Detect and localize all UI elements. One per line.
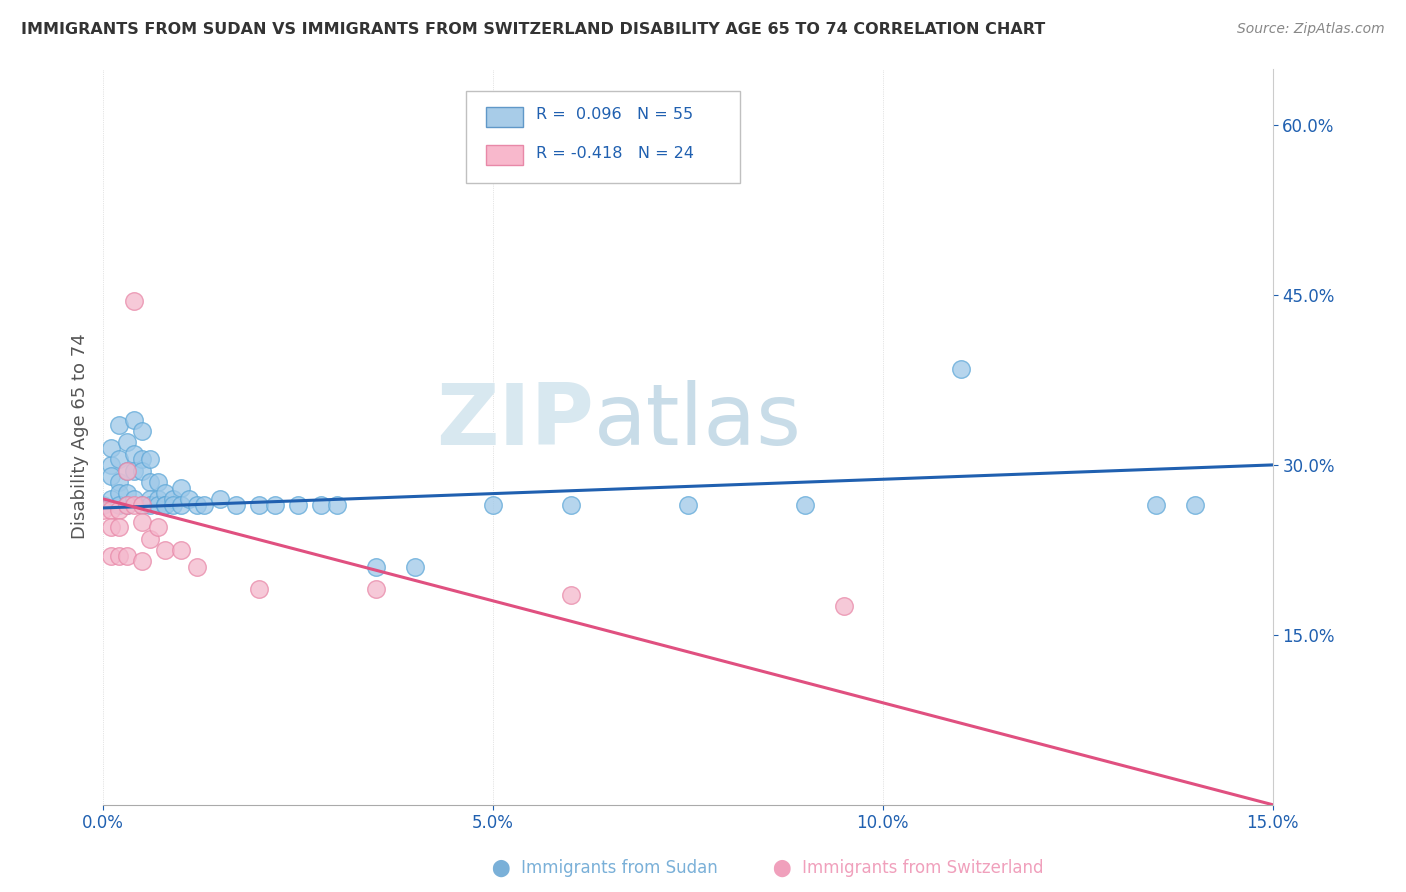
Point: [560, 588, 582, 602]
Text: Source: ZipAtlas.com: Source: ZipAtlas.com: [1237, 22, 1385, 37]
Point: [107, 498, 129, 512]
Point: [107, 486, 129, 500]
Text: ZIP: ZIP: [436, 380, 595, 463]
Point: [1144, 498, 1167, 512]
Point: [100, 441, 122, 455]
Point: [193, 498, 215, 512]
Point: [225, 498, 247, 512]
Point: [107, 475, 129, 489]
Point: [311, 498, 333, 512]
Point: [100, 503, 122, 517]
Point: [131, 424, 153, 438]
Y-axis label: Disability Age 65 to 74: Disability Age 65 to 74: [72, 334, 89, 540]
Text: IMMIGRANTS FROM SUDAN VS IMMIGRANTS FROM SWITZERLAND DISABILITY AGE 65 TO 74 COR: IMMIGRANTS FROM SUDAN VS IMMIGRANTS FROM…: [21, 22, 1045, 37]
Point: [186, 498, 208, 512]
Point: [263, 498, 285, 512]
Point: [146, 520, 169, 534]
Point: [155, 498, 177, 512]
FancyBboxPatch shape: [465, 91, 741, 183]
Point: [155, 498, 177, 512]
Point: [139, 498, 162, 512]
Point: [124, 293, 146, 308]
Point: [131, 452, 153, 467]
Point: [100, 549, 122, 563]
Point: [177, 491, 200, 506]
FancyBboxPatch shape: [485, 145, 523, 165]
Point: [404, 559, 426, 574]
Text: R = -0.418   N = 24: R = -0.418 N = 24: [536, 145, 693, 161]
Point: [560, 498, 582, 512]
Point: [124, 447, 146, 461]
Point: [326, 498, 349, 512]
Point: [107, 520, 129, 534]
Point: [155, 542, 177, 557]
FancyBboxPatch shape: [485, 107, 523, 127]
Text: ⬤  Immigrants from Switzerland: ⬤ Immigrants from Switzerland: [773, 858, 1043, 877]
Point: [124, 491, 146, 506]
Text: R =  0.096   N = 55: R = 0.096 N = 55: [536, 107, 693, 122]
Point: [364, 582, 387, 597]
Point: [131, 515, 153, 529]
Point: [162, 491, 184, 506]
Point: [482, 498, 505, 512]
Point: [1184, 498, 1206, 512]
Point: [100, 520, 122, 534]
Point: [107, 418, 129, 433]
Point: [100, 491, 122, 506]
Point: [676, 498, 699, 512]
Point: [131, 464, 153, 478]
Point: [100, 458, 122, 472]
Point: [131, 554, 153, 568]
Point: [139, 532, 162, 546]
Point: [124, 464, 146, 478]
Text: ⬤  Immigrants from Sudan: ⬤ Immigrants from Sudan: [492, 858, 718, 877]
Point: [91, 503, 114, 517]
Point: [170, 481, 193, 495]
Point: [146, 475, 169, 489]
Text: atlas: atlas: [595, 380, 803, 463]
Point: [115, 464, 138, 478]
Point: [162, 498, 184, 512]
Point: [107, 452, 129, 467]
Point: [146, 491, 169, 506]
Point: [247, 498, 270, 512]
Point: [949, 361, 972, 376]
Point: [115, 549, 138, 563]
Point: [139, 475, 162, 489]
Point: [115, 498, 138, 512]
Point: [364, 559, 387, 574]
Point: [170, 542, 193, 557]
Point: [124, 498, 146, 512]
Point: [115, 435, 138, 450]
Point: [100, 469, 122, 483]
Point: [107, 503, 129, 517]
Point: [91, 498, 114, 512]
Point: [209, 491, 232, 506]
Point: [115, 486, 138, 500]
Point: [115, 498, 138, 512]
Point: [146, 498, 169, 512]
Point: [131, 498, 153, 512]
Point: [155, 486, 177, 500]
Point: [832, 599, 855, 614]
Point: [793, 498, 815, 512]
Point: [186, 559, 208, 574]
Point: [107, 549, 129, 563]
Point: [115, 464, 138, 478]
Point: [287, 498, 309, 512]
Point: [124, 412, 146, 426]
Point: [247, 582, 270, 597]
Point: [131, 498, 153, 512]
Point: [139, 491, 162, 506]
Point: [139, 452, 162, 467]
Point: [170, 498, 193, 512]
